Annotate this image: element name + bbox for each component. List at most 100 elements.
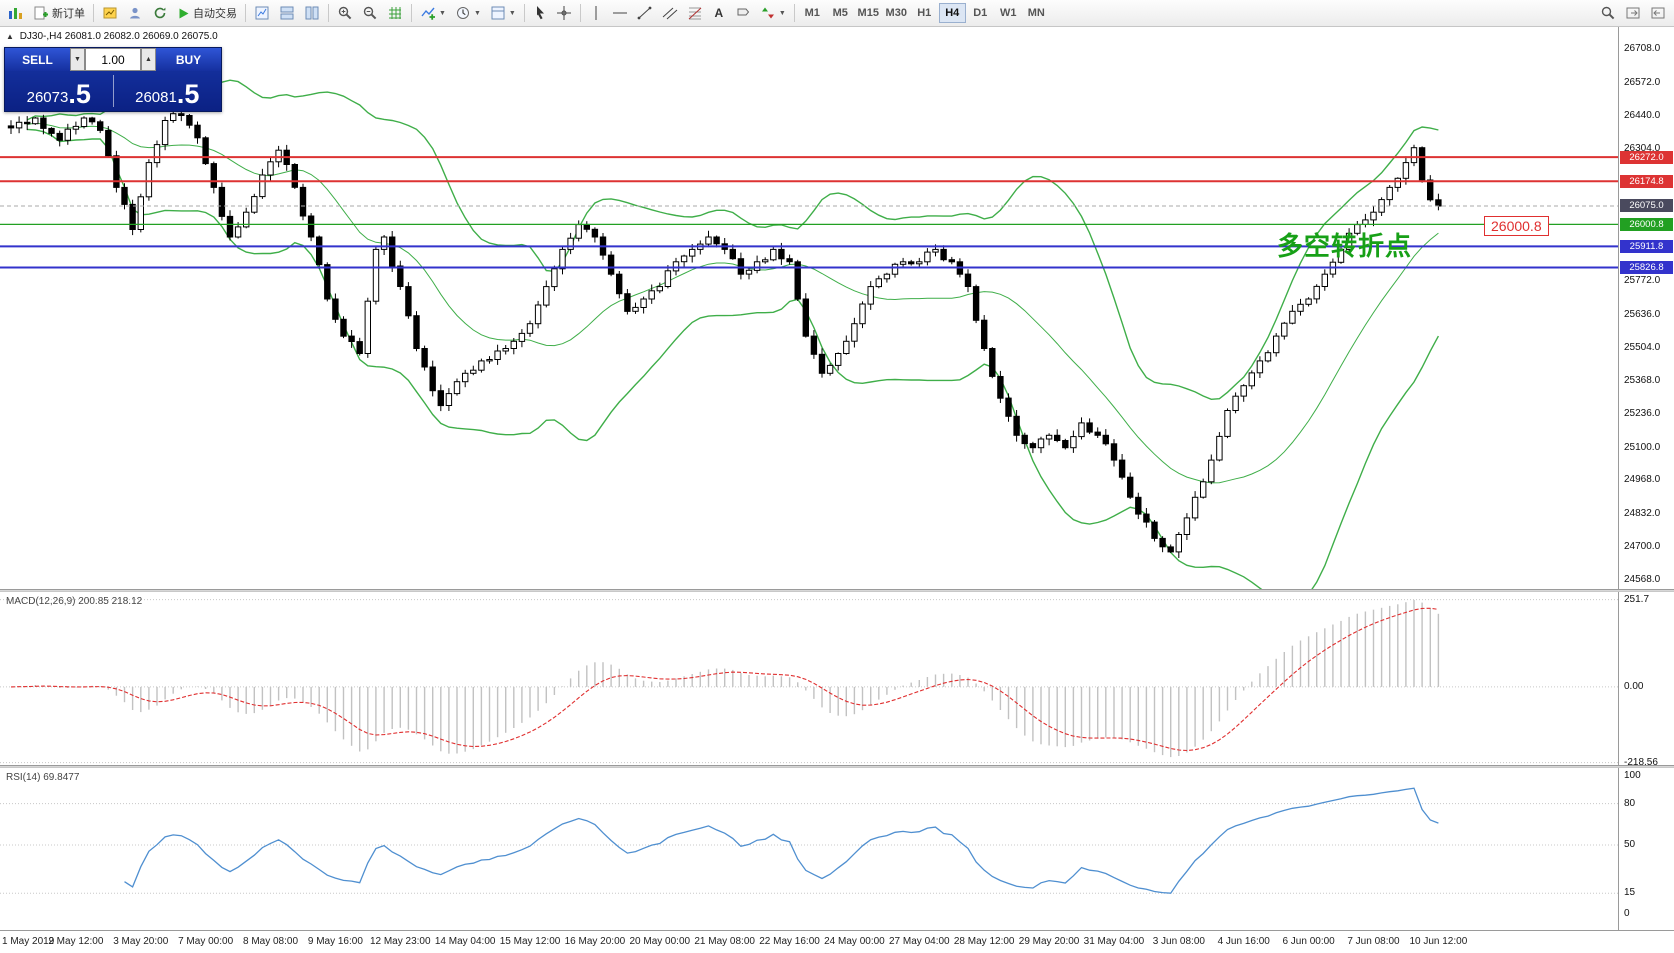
text-tool-icon: A	[714, 6, 724, 20]
chart-ohlc-values: 26081.0 26082.0 26069.0 26075.0	[64, 31, 218, 42]
timeframe-button-M1[interactable]: M1	[804, 7, 820, 19]
auto-scroll-icon	[1651, 7, 1665, 19]
grid-toggle-button[interactable]	[383, 2, 407, 24]
autotrading-button[interactable]: 自动交易	[173, 2, 241, 24]
chevron-down-icon: ▼	[778, 9, 786, 17]
templates-button[interactable]: ▼	[486, 2, 520, 24]
timeframe-button-M30[interactable]: M30	[885, 7, 907, 19]
search-icon	[1601, 6, 1615, 20]
time-axis-label: 8 May 08:00	[242, 936, 299, 947]
indicators-button[interactable]: ▼	[416, 2, 450, 24]
auto-scroll-button[interactable]	[1646, 2, 1670, 24]
chart-symbol-period: DJ30-,H4	[19, 31, 62, 42]
timeframe-button-H1[interactable]: H1	[917, 7, 932, 19]
sell-button[interactable]: SELL	[5, 48, 70, 71]
spread-divider	[112, 75, 114, 107]
tile-windows-button[interactable]	[275, 2, 299, 24]
clock-icon	[456, 7, 469, 19]
profile-icon	[130, 7, 140, 19]
periods-button[interactable]: ▼	[451, 2, 485, 24]
time-axis-label: 3 Jun 08:00	[1152, 936, 1205, 947]
volume-decrease-button[interactable]: ▼	[70, 48, 85, 71]
time-axis-label: 14 May 04:00	[434, 936, 496, 947]
time-axis-label: 3 May 20:00	[113, 936, 169, 947]
new-order-button[interactable]: 新订单	[29, 2, 89, 24]
zoom-out-icon	[363, 6, 377, 20]
vertical-line-tool-button[interactable]	[585, 2, 607, 24]
new-chart-window-button[interactable]	[250, 2, 274, 24]
autotrading-play-icon	[179, 8, 189, 18]
sell-price-main: 26073	[26, 88, 69, 106]
macd-label: MACD(12,26,9) 200.85 218.12	[6, 596, 143, 607]
macd-panel[interactable]	[0, 592, 1674, 765]
price-chart[interactable]	[0, 27, 1674, 589]
chevron-down-icon: ▼	[473, 9, 481, 17]
buy-price[interactable]: 26081 .5	[114, 71, 222, 111]
new-order-icon	[34, 6, 48, 20]
cascade-windows-button[interactable]	[300, 2, 324, 24]
channel-tool-button[interactable]	[658, 2, 682, 24]
fibonacci-tool-button[interactable]	[683, 2, 707, 24]
time-axis-label: 22 May 16:00	[759, 936, 820, 947]
time-axis-label: 27 May 04:00	[889, 936, 950, 947]
timeframe-button-W1[interactable]: W1	[1000, 7, 1017, 19]
timeframe-button-MN[interactable]: MN	[1027, 7, 1045, 19]
toolbar-separator	[793, 4, 795, 22]
cursor-icon	[536, 6, 544, 20]
zoom-out-button[interactable]	[358, 2, 382, 24]
timeframe-button-M15[interactable]: M15	[857, 7, 879, 19]
horizontal-line-icon	[612, 12, 627, 14]
new-order-label: 新订单	[52, 8, 85, 20]
refresh-button[interactable]	[148, 2, 172, 24]
toolbar-separator	[93, 4, 94, 22]
one-click-toggle-icon[interactable]: ▲	[6, 32, 14, 41]
main-toolbar: 新订单 自动交易 ▼ ▼ ▼	[0, 0, 1674, 27]
time-axis-label: 1 May 2019	[2, 936, 55, 947]
zoom-in-button[interactable]	[333, 2, 357, 24]
timeframe-group: M1 M5 M15 M30 H1 H4 D1 W1 MN	[799, 3, 1050, 23]
text-tool-button[interactable]: A	[708, 2, 730, 24]
market-watch-button[interactable]	[98, 2, 122, 24]
chart-shift-button[interactable]	[1621, 2, 1645, 24]
timeframe-button-D1[interactable]: D1	[973, 7, 988, 19]
price-level-tag[interactable]: 26000.8	[1484, 216, 1549, 236]
sell-price[interactable]: 26073 .5	[5, 71, 113, 111]
chevron-down-icon: ▼	[508, 9, 516, 17]
time-axis-label: 2 May 12:00	[48, 936, 104, 947]
panel-separator-macd[interactable]	[0, 589, 1674, 592]
cursor-tool-button[interactable]	[529, 2, 551, 24]
time-axis-label: 4 Jun 16:00	[1217, 936, 1270, 947]
sell-price-frac: .5	[68, 79, 91, 110]
timeframe-button-H4[interactable]: H4	[938, 3, 966, 23]
search-button[interactable]	[1596, 2, 1620, 24]
trendline-icon	[637, 6, 652, 20]
time-axis[interactable]: 1 May 2019 2 May 12:00 3 May 20:00 7 May 00…	[0, 930, 1674, 953]
navigator-button[interactable]	[123, 2, 147, 24]
label-tool-button[interactable]	[731, 2, 755, 24]
chart-annotation-text[interactable]: 多空转折点	[1277, 231, 1413, 261]
time-axis-label: 15 May 12:00	[499, 936, 561, 947]
rsi-panel[interactable]	[0, 768, 1674, 930]
volume-input[interactable]	[85, 48, 141, 71]
timeframe-button-M5[interactable]: M5	[832, 7, 848, 19]
crosshair-tool-button[interactable]	[552, 2, 576, 24]
buy-price-main: 26081	[135, 88, 177, 106]
one-click-trading-panel: SELL ▼ ▲ BUY 26073 .5 26081 .5	[4, 47, 222, 112]
time-axis-label: 7 May 00:00	[178, 936, 234, 947]
time-axis-label: 28 May 12:00	[953, 936, 1015, 947]
horizontal-line-tool-button[interactable]	[608, 2, 632, 24]
market-watch-icon	[103, 7, 117, 19]
time-axis-label: 24 May 00:00	[824, 936, 885, 947]
toolbar-separator	[411, 4, 412, 22]
trendline-tool-button[interactable]	[633, 2, 657, 24]
autotrading-label: 自动交易	[193, 8, 237, 20]
buy-button[interactable]: BUY	[156, 48, 221, 71]
zoom-in-icon	[338, 6, 352, 20]
time-axis-label: 20 May 00:00	[629, 936, 691, 947]
chart-ohlc-info: ▲ DJ30-,H4 26081.0 26082.0 26069.0 26075…	[6, 31, 218, 42]
time-axis-label: 10 Jun 12:00	[1409, 936, 1468, 947]
arrows-tool-button[interactable]: ▼	[756, 2, 790, 24]
volume-increase-button[interactable]: ▲	[141, 48, 156, 71]
panel-separator-rsi[interactable]	[0, 765, 1674, 768]
time-axis-label: 9 May 16:00	[307, 936, 363, 947]
